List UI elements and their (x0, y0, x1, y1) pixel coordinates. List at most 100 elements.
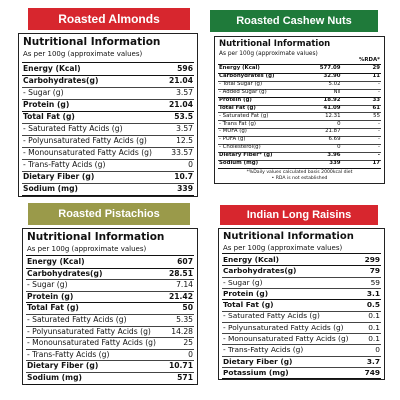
row-divider (26, 383, 194, 385)
row-label: Energy (Kcal) (27, 257, 85, 266)
panel-heading: Roasted Almonds (28, 8, 190, 30)
row-value: 59 (370, 277, 380, 287)
row-value: 3.7 (366, 356, 380, 366)
row-label: - Polyunsaturated Fatty Acids (g) (23, 136, 147, 146)
row-value: 53.5 (174, 112, 193, 122)
row-label: - Saturated Fatty Acids (g) (23, 124, 123, 134)
row-value: 50 (182, 303, 193, 313)
row-divider (26, 348, 194, 350)
row-label: Dietary Fiber (g) (223, 356, 293, 366)
row-value: 339 (177, 184, 193, 194)
row-rda: 29 (372, 65, 380, 72)
row-divider (218, 151, 381, 153)
row-rda: - (378, 136, 380, 143)
row-label: - Sugar (g) (23, 88, 64, 98)
row-rda: 11 (372, 73, 380, 80)
divider (26, 255, 194, 256)
row-divider (22, 195, 194, 196)
row-label: - MUFA (g) (219, 128, 247, 135)
row-divider (222, 355, 381, 357)
row-divider (22, 123, 194, 124)
row-divider (218, 120, 381, 122)
row-rda: 55 (373, 112, 380, 119)
divider (22, 62, 194, 63)
row-value: 0 (337, 144, 341, 151)
row-divider (218, 112, 381, 114)
row-rda: - (378, 144, 380, 151)
row-divider (218, 159, 381, 161)
row-label: Dietary Fiber (g) (27, 361, 99, 371)
row-label: - Polyunsaturated Fatty Acids (g) (27, 326, 151, 336)
row-divider (26, 325, 194, 327)
rda-header: %RDA* (358, 57, 380, 63)
row-divider (26, 302, 194, 304)
row-value: 10.71 (168, 361, 193, 371)
row-divider (222, 287, 381, 289)
row-divider (22, 87, 194, 88)
row-label: Protein (g) (23, 100, 70, 110)
row-value: 577.09 (319, 65, 341, 72)
table-subtitle: As per 100g (approximate values) (219, 50, 318, 57)
row-value: 0.1 (368, 322, 380, 332)
row-divider (26, 267, 194, 269)
row-divider (26, 372, 194, 373)
row-divider (26, 360, 194, 362)
row-value: 41.09 (323, 104, 341, 111)
row-divider (218, 88, 381, 90)
table-title: Nutritional Information (223, 231, 354, 242)
row-label: Protein (g) (219, 96, 252, 103)
row-divider (22, 159, 194, 160)
row-value: 21.04 (168, 100, 193, 110)
row-value: 3.1 (366, 288, 380, 298)
row-label: Sodium (mg) (23, 184, 78, 194)
row-value: 3.57 (176, 88, 193, 98)
row-label: - Trans-Fatty Acids (g) (27, 349, 110, 359)
row-rda: - (378, 128, 380, 135)
row-label: - Saturated Fatty Acids (g) (27, 315, 127, 324)
row-label: - Monounsaturated Fatty Acids (g) (223, 334, 349, 344)
table-box (214, 36, 385, 184)
row-label: - Trans Fat (g) (219, 120, 256, 127)
row-value: 10.7 (174, 172, 193, 182)
row-label: - Polyunsaturated Fatty Acids (g) (223, 322, 344, 332)
row-value: 21.87 (325, 128, 341, 135)
row-rda: - (377, 152, 380, 159)
row-value: 571 (177, 373, 193, 382)
row-divider (222, 378, 381, 380)
row-label: - Monounsaturated Fatty Acids (g) (27, 338, 156, 348)
row-label: Energy (Kcal) (219, 65, 260, 72)
row-label: - Monounsaturated Fatty Acids (g) (23, 148, 152, 158)
divider (218, 64, 381, 65)
row-value: 607 (177, 257, 193, 266)
row-rda: - (378, 81, 380, 88)
row-label: - Saturated Fat (g) (219, 112, 269, 119)
row-label: Sodium (mg) (27, 373, 82, 382)
divider (222, 253, 381, 254)
row-label: Dietary Fiber* (g) (219, 152, 273, 159)
row-value: 79 (369, 266, 380, 276)
row-divider (22, 99, 194, 100)
row-divider (222, 276, 381, 278)
row-value: 28.51 (168, 268, 193, 278)
row-label: - Trans-Fatty Acids (g) (223, 345, 304, 355)
row-value: 12.5 (176, 136, 193, 146)
row-value: 596 (177, 64, 193, 74)
row-value: 5.02 (328, 81, 341, 88)
row-divider (218, 167, 381, 169)
row-divider (222, 333, 381, 335)
row-divider (222, 321, 381, 323)
row-value: 0.1 (368, 334, 380, 344)
row-divider (218, 80, 381, 82)
row-divider (26, 337, 194, 339)
row-value: 18.92 (323, 96, 341, 103)
row-label: Carbohydrates (g) (219, 73, 275, 80)
row-value: 299 (364, 254, 380, 264)
row-label: Carbohydrates(g) (223, 266, 297, 276)
row-label: Energy (Kcal) (23, 64, 81, 74)
row-label: - Cholesterol(g) (219, 144, 261, 151)
table-title: Nutritional Information (23, 36, 161, 48)
panel-heading: Roasted Pistachios (28, 203, 190, 225)
table-title: Nutritional Information (27, 231, 165, 243)
table-box (18, 33, 198, 197)
